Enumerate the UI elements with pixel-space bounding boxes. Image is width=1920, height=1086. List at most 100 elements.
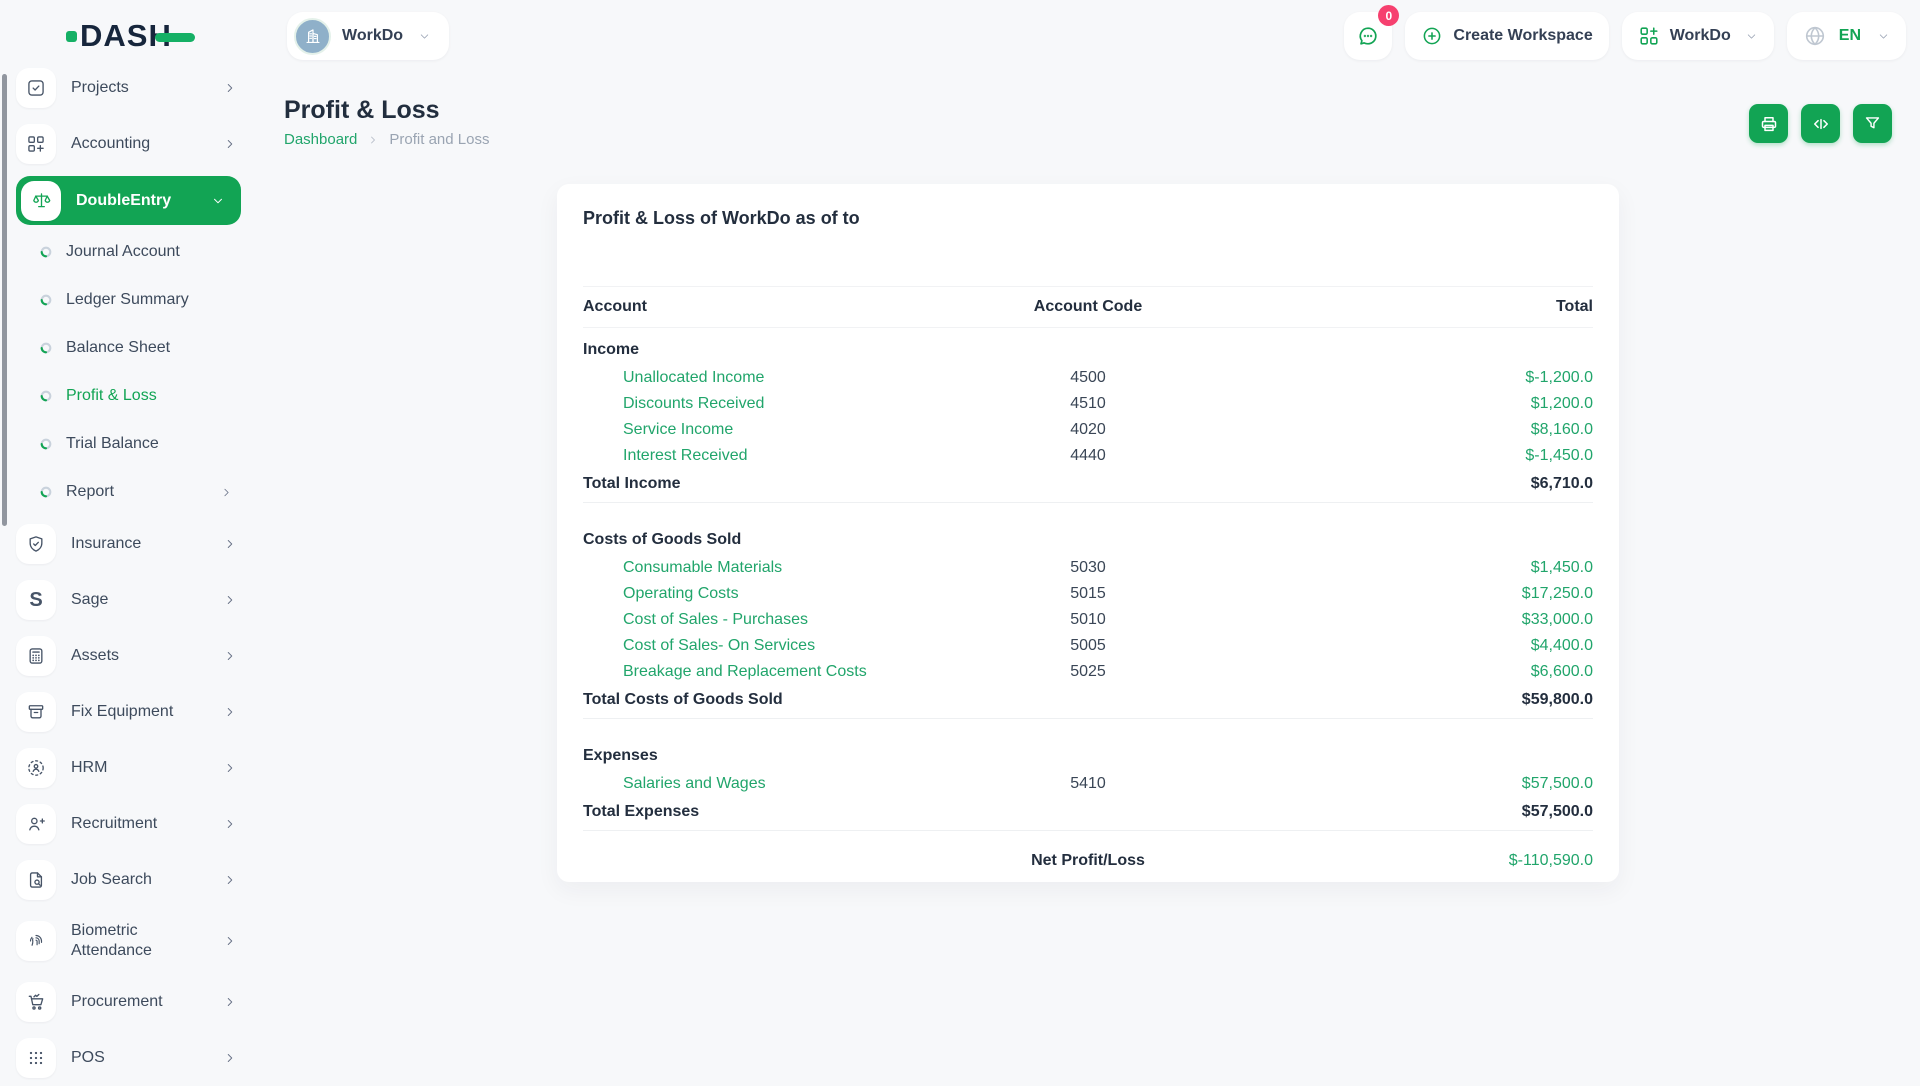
sidebar-item-accounting[interactable]: Accounting <box>16 116 255 172</box>
language-menu[interactable]: EN <box>1787 12 1906 60</box>
account-link[interactable]: Salaries and Wages <box>583 775 920 793</box>
sidebar-item-job-search[interactable]: Job Search <box>16 852 255 908</box>
account-total: $-1,200.0 <box>1256 369 1593 387</box>
workspace-switcher[interactable]: WorkDo <box>287 12 449 60</box>
section-total-value: $57,500.0 <box>1256 803 1593 821</box>
section-total-label: Total Expenses <box>583 803 920 821</box>
sidebar-item-hrm[interactable]: HRM <box>16 740 255 796</box>
donut-bullet-icon <box>40 294 52 306</box>
topbar: DASH WorkDo 0 Create Works <box>0 0 1920 72</box>
table-row: Discounts Received 4510 $1,200.0 <box>583 391 1593 417</box>
submenu-item-label: Journal Account <box>66 243 180 261</box>
chevron-right-icon <box>220 486 233 499</box>
submenu-item-label: Ledger Summary <box>66 291 189 309</box>
account-link[interactable]: Cost of Sales - Purchases <box>583 611 920 629</box>
chevron-right-icon <box>223 537 237 551</box>
sidebar-item-pos[interactable]: POS <box>16 1030 255 1086</box>
section-total-row: Total Expenses $57,500.0 <box>583 797 1593 831</box>
sidebar-item-procurement[interactable]: Procurement <box>16 974 255 1030</box>
account-link[interactable]: Discounts Received <box>583 395 920 413</box>
account-total: $57,500.0 <box>1256 775 1593 793</box>
submenu-item-label: Report <box>66 483 114 501</box>
breadcrumb-current: Profit and Loss <box>389 131 489 148</box>
grid-plus-icon <box>16 124 56 164</box>
submenu-item-report[interactable]: Report <box>16 468 255 516</box>
topbar-actions: 0 Create Workspace WorkDo <box>1344 12 1906 60</box>
dash-logo[interactable]: DASH <box>66 18 195 54</box>
section-total-label: Total Income <box>583 475 920 493</box>
export-button[interactable] <box>1801 104 1840 143</box>
sidebar-item-label: Assets <box>71 646 119 666</box>
account-link[interactable]: Consumable Materials <box>583 559 920 577</box>
submenu-item-journal-account[interactable]: Journal Account <box>16 228 255 276</box>
plus-circle-icon <box>1421 25 1443 47</box>
person-plus-icon <box>16 804 56 844</box>
sidebar-item-label: Insurance <box>71 534 141 554</box>
chevron-right-icon <box>223 1051 237 1065</box>
account-total: $33,000.0 <box>1256 611 1593 629</box>
chevron-right-icon <box>223 705 237 719</box>
chevron-right-icon <box>223 995 237 1009</box>
building-avatar-icon <box>302 25 324 47</box>
submenu-item-label: Trial Balance <box>66 435 159 453</box>
sidebar: Projects Accounting DoubleEntry <box>0 60 255 1080</box>
net-profit-loss-value: $-110,590.0 <box>1256 852 1593 870</box>
create-workspace-button[interactable]: Create Workspace <box>1405 12 1608 60</box>
code-icon <box>1811 114 1831 134</box>
chevron-right-icon <box>223 649 237 663</box>
chevron-right-icon <box>223 137 237 151</box>
account-link[interactable]: Cost of Sales- On Services <box>583 637 920 655</box>
account-link[interactable]: Operating Costs <box>583 585 920 603</box>
breadcrumb-dashboard-link[interactable]: Dashboard <box>284 131 357 148</box>
account-link[interactable]: Service Income <box>583 421 920 439</box>
account-link[interactable]: Breakage and Replacement Costs <box>583 663 920 681</box>
account-code: 5030 <box>920 559 1257 577</box>
calculator-icon <box>16 636 56 676</box>
archive-box-icon <box>16 692 56 732</box>
sidebar-item-projects[interactable]: Projects <box>16 60 255 116</box>
sidebar-item-assets[interactable]: Assets <box>16 628 255 684</box>
sidebar-item-recruitment[interactable]: Recruitment <box>16 796 255 852</box>
submenu-item-balance-sheet[interactable]: Balance Sheet <box>16 324 255 372</box>
file-search-icon <box>16 860 56 900</box>
sidebar-item-insurance[interactable]: Insurance <box>16 516 255 572</box>
chevron-down-icon <box>211 194 225 208</box>
workspace-name: WorkDo <box>342 27 403 45</box>
filter-button[interactable] <box>1853 104 1892 143</box>
sidebar-item-label: Recruitment <box>71 814 157 834</box>
submenu-item-ledger-summary[interactable]: Ledger Summary <box>16 276 255 324</box>
account-link[interactable]: Interest Received <box>583 447 920 465</box>
profit-loss-table: Account Account Code Total Income Unallo… <box>583 286 1593 882</box>
printer-icon <box>1759 114 1779 134</box>
sidebar-item-sage[interactable]: S Sage <box>16 572 255 628</box>
section-total-row: Total Costs of Goods Sold $59,800.0 <box>583 685 1593 719</box>
sidebar-scrollbar[interactable] <box>2 74 7 526</box>
sidebar-item-label: Procurement <box>71 992 163 1012</box>
print-button[interactable] <box>1749 104 1788 143</box>
sidebar-item-fix-equipment[interactable]: Fix Equipment <box>16 684 255 740</box>
chevron-down-icon <box>418 30 431 43</box>
account-total: $1,450.0 <box>1256 559 1593 577</box>
sidebar-item-label: Projects <box>71 78 129 98</box>
column-header-total: Total <box>1256 298 1593 316</box>
donut-bullet-icon <box>40 390 52 402</box>
section-total-label: Total Costs of Goods Sold <box>583 691 920 709</box>
sidebar-item-doubleentry[interactable]: DoubleEntry <box>16 176 241 225</box>
table-row: Interest Received 4440 $-1,450.0 <box>583 443 1593 469</box>
submenu-item-profit-loss[interactable]: Profit & Loss <box>16 372 255 420</box>
account-link[interactable]: Unallocated Income <box>583 369 920 387</box>
sidebar-item-biometric-attendance[interactable]: Biometric Attendance <box>16 908 255 974</box>
table-row: Unallocated Income 4500 $-1,200.0 <box>583 365 1593 391</box>
submenu-item-label: Profit & Loss <box>66 387 157 405</box>
account-menu[interactable]: WorkDo <box>1622 12 1774 60</box>
net-profit-loss-label: Net Profit/Loss <box>920 852 1257 870</box>
account-total: $6,600.0 <box>1256 663 1593 681</box>
filter-icon <box>1863 114 1882 133</box>
table-row: Service Income 4020 $8,160.0 <box>583 417 1593 443</box>
chevron-right-icon <box>223 817 237 831</box>
donut-bullet-icon <box>40 342 52 354</box>
submenu-item-trial-balance[interactable]: Trial Balance <box>16 420 255 468</box>
messages-button[interactable]: 0 <box>1344 12 1392 60</box>
logo-dash-bar <box>155 33 195 42</box>
account-total: $4,400.0 <box>1256 637 1593 655</box>
